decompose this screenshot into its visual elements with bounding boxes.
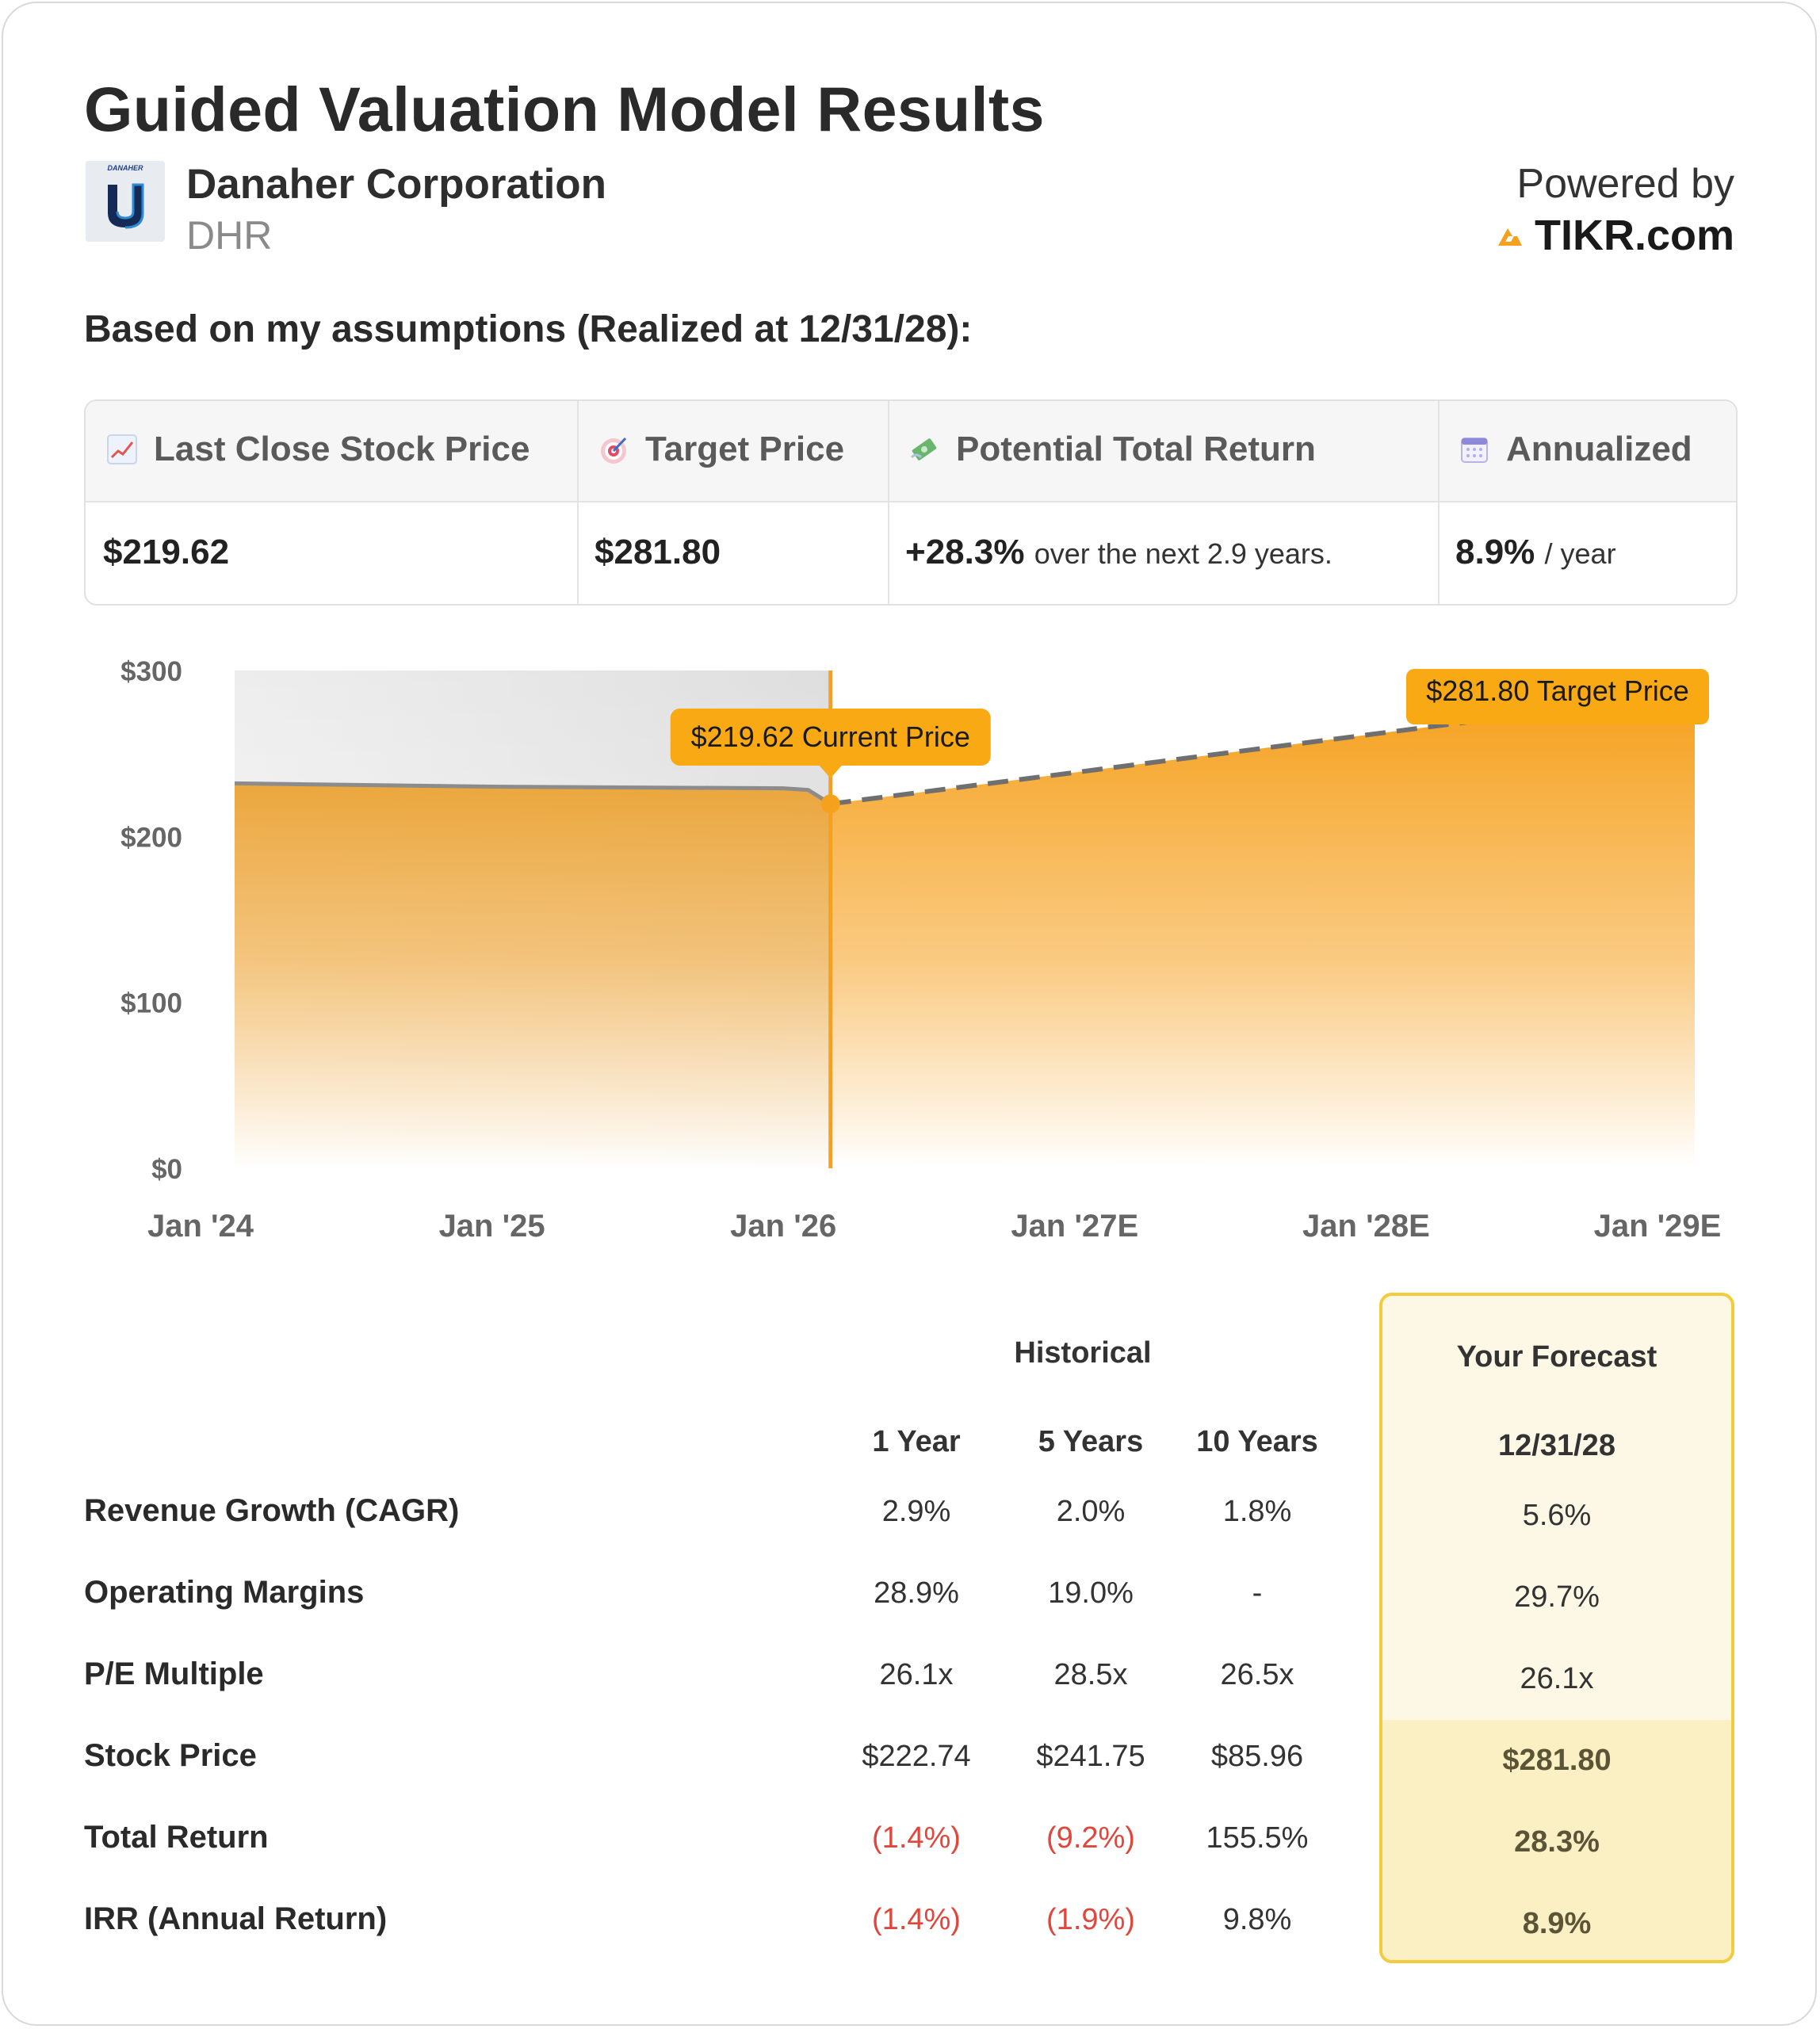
price-chart: $300 $200 $100 $0 Jan '24 Jan '25 Jan '26 Jan '…	[120, 656, 1722, 1244]
total-return-5y: (9.2%)	[1046, 1821, 1135, 1855]
pe-multiple-10y: 26.5x	[1220, 1658, 1294, 1691]
page-title: Guided Valuation Model Results	[84, 74, 1045, 144]
stat-annualized-value: 8.9%	[1455, 533, 1535, 571]
row-label-irr: IRR (Annual Return)	[84, 1901, 388, 1936]
row-label-operating-margins: Operating Margins	[84, 1575, 365, 1610]
stat-target-label: Target Price	[645, 430, 845, 468]
chart-increasing-icon	[107, 434, 137, 464]
summary-stats: Last Close Stock Price $219.62 Target Pr…	[84, 399, 1738, 606]
y-tick-label: $200	[120, 822, 182, 853]
stat-last-close-label: Last Close Stock Price	[154, 430, 530, 468]
operating-margins-5y: 19.0%	[1048, 1576, 1134, 1610]
forecast-irr: 8.9%	[1522, 1907, 1592, 1940]
stat-total-return-suffix: over the next 2.9 years.	[1034, 537, 1332, 570]
revenue-growth-10y: 1.8%	[1222, 1495, 1292, 1528]
x-tick-label: Jan '25	[439, 1209, 545, 1244]
col-header-5-years: 5 Years	[1038, 1425, 1144, 1458]
calendar-icon	[1461, 438, 1488, 463]
row-label-stock-price: Stock Price	[84, 1738, 257, 1773]
forecast-total-return: 28.3%	[1514, 1825, 1600, 1859]
forecast-panel-highlight	[1382, 1720, 1731, 1960]
powered-by-label: Powered by	[1516, 161, 1734, 207]
summary-stats-header	[86, 401, 1736, 502]
current-price-marker	[820, 794, 840, 814]
stock-price-10y: $85.96	[1210, 1740, 1304, 1773]
stat-last-close-value: $219.62	[103, 533, 230, 571]
target-price-annotation: $281.80 Target Price	[1406, 669, 1709, 724]
pe-multiple-5y: 28.5x	[1053, 1658, 1128, 1691]
x-tick-label: Jan '28E	[1302, 1209, 1430, 1244]
company-ticker: DHR	[186, 213, 273, 258]
forecast-operating-margins: 29.7%	[1514, 1580, 1600, 1614]
money-wings-icon	[910, 438, 937, 460]
forecast-pe-multiple: 26.1x	[1520, 1662, 1594, 1695]
stat-annualized-suffix: / year	[1544, 537, 1616, 570]
row-label-total-return: Total Return	[84, 1820, 269, 1855]
historical-header: Historical	[1014, 1336, 1152, 1370]
col-header-10-years: 10 Years	[1196, 1425, 1318, 1458]
stat-total-return-value: +28.3%	[905, 533, 1025, 571]
forecast-panel: Your Forecast 12/31/28 5.6% 29.7% 26.1x …	[1379, 1293, 1734, 1963]
target-icon	[601, 437, 627, 464]
col-header-1-year: 1 Year	[872, 1425, 961, 1458]
current-price-label: $219.62 Current Price	[691, 720, 970, 753]
row-label-revenue-growth: Revenue Growth (CAGR)	[84, 1493, 460, 1528]
row-label-pe-multiple: P/E Multiple	[84, 1656, 264, 1691]
stat-annualized-label: Annualized	[1506, 430, 1692, 468]
irr-5y: (1.9%)	[1046, 1903, 1135, 1936]
tikr-logo-icon	[1497, 228, 1522, 246]
company-name: Danaher Corporation	[186, 161, 607, 208]
forecast-header: Your Forecast	[1456, 1340, 1658, 1374]
forecast-revenue-growth: 5.6%	[1522, 1499, 1592, 1532]
total-return-1y: (1.4%)	[872, 1821, 961, 1855]
stat-total-return-label: Potential Total Return	[956, 430, 1316, 468]
y-tick-label: $100	[120, 988, 182, 1019]
forecast-date: 12/31/28	[1498, 1429, 1615, 1462]
current-price-label-box	[670, 709, 991, 766]
stat-annualized: Annualized 8.9% / year	[1438, 401, 1736, 604]
stat-last-close: Last Close Stock Price $219.62	[86, 401, 579, 604]
pe-multiple-1y: 26.1x	[879, 1658, 954, 1691]
revenue-growth-1y: 2.9%	[881, 1495, 951, 1528]
irr-1y: (1.4%)	[872, 1903, 961, 1936]
total-return-10y: 155.5%	[1206, 1821, 1309, 1855]
irr-10y: 9.8%	[1222, 1903, 1292, 1936]
x-tick-label: Jan '29E	[1594, 1209, 1722, 1244]
tikr-brand-label: TIKR.com	[1534, 212, 1734, 259]
stock-price-5y: $241.75	[1036, 1740, 1145, 1773]
svg-text:DANAHER: DANAHER	[108, 164, 144, 172]
x-tick-label: Jan '26	[730, 1209, 836, 1244]
assumption-heading: Based on my assumptions (Realized at 12/…	[84, 308, 973, 350]
x-tick-label: Jan '24	[147, 1209, 254, 1244]
historical-price-line	[234, 781, 832, 806]
tikr-brand[interactable]: TIKR.com	[1497, 211, 1734, 260]
stock-price-1y: $222.74	[862, 1740, 971, 1773]
target-price-label: $281.80 Target Price	[1426, 674, 1689, 707]
operating-margins-1y: 28.9%	[874, 1576, 959, 1610]
current-price-annotation: $219.62 Current Price	[670, 709, 991, 778]
current-price-label-pointer	[819, 766, 842, 778]
stat-total-return: Potential Total Return +28.3% over the n…	[888, 401, 1440, 604]
x-tick-label: Jan '27E	[1011, 1209, 1138, 1244]
y-tick-label: $300	[120, 656, 182, 687]
y-tick-label: $0	[151, 1154, 182, 1185]
revenue-growth-5y: 2.0%	[1056, 1495, 1126, 1528]
forecast-stock-price: $281.80	[1502, 1744, 1612, 1777]
company-logo: DANAHER	[86, 161, 165, 242]
operating-margins-10y: -	[1252, 1576, 1263, 1610]
stat-target-value: $281.80	[595, 533, 721, 571]
target-price-label-box	[1406, 669, 1709, 724]
stat-target: Target Price $281.80	[577, 401, 889, 604]
